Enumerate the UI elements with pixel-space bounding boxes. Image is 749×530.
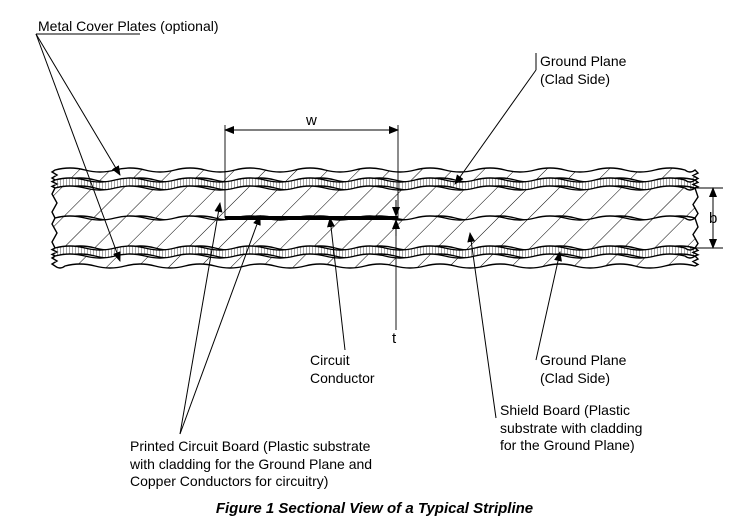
label-ground-bot: Ground Plane (Clad Side)	[540, 352, 626, 387]
dim-b: b	[709, 210, 717, 229]
label-metal-cover: Metal Cover Plates (optional)	[38, 18, 219, 36]
label-shield-board: Shield Board (Plastic substrate with cla…	[500, 402, 642, 455]
label-ground-top: Ground Plane (Clad Side)	[540, 53, 626, 88]
dim-w: w	[306, 112, 317, 131]
figure-caption: Figure 1 Sectional View of a Typical Str…	[0, 500, 749, 517]
dim-t: t	[392, 330, 396, 349]
label-pcb: Printed Circuit Board (Plastic substrate…	[130, 438, 372, 491]
label-circuit-conductor: Circuit Conductor	[310, 352, 375, 387]
